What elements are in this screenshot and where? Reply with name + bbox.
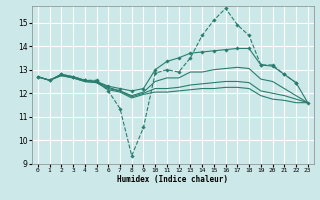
X-axis label: Humidex (Indice chaleur): Humidex (Indice chaleur) (117, 175, 228, 184)
